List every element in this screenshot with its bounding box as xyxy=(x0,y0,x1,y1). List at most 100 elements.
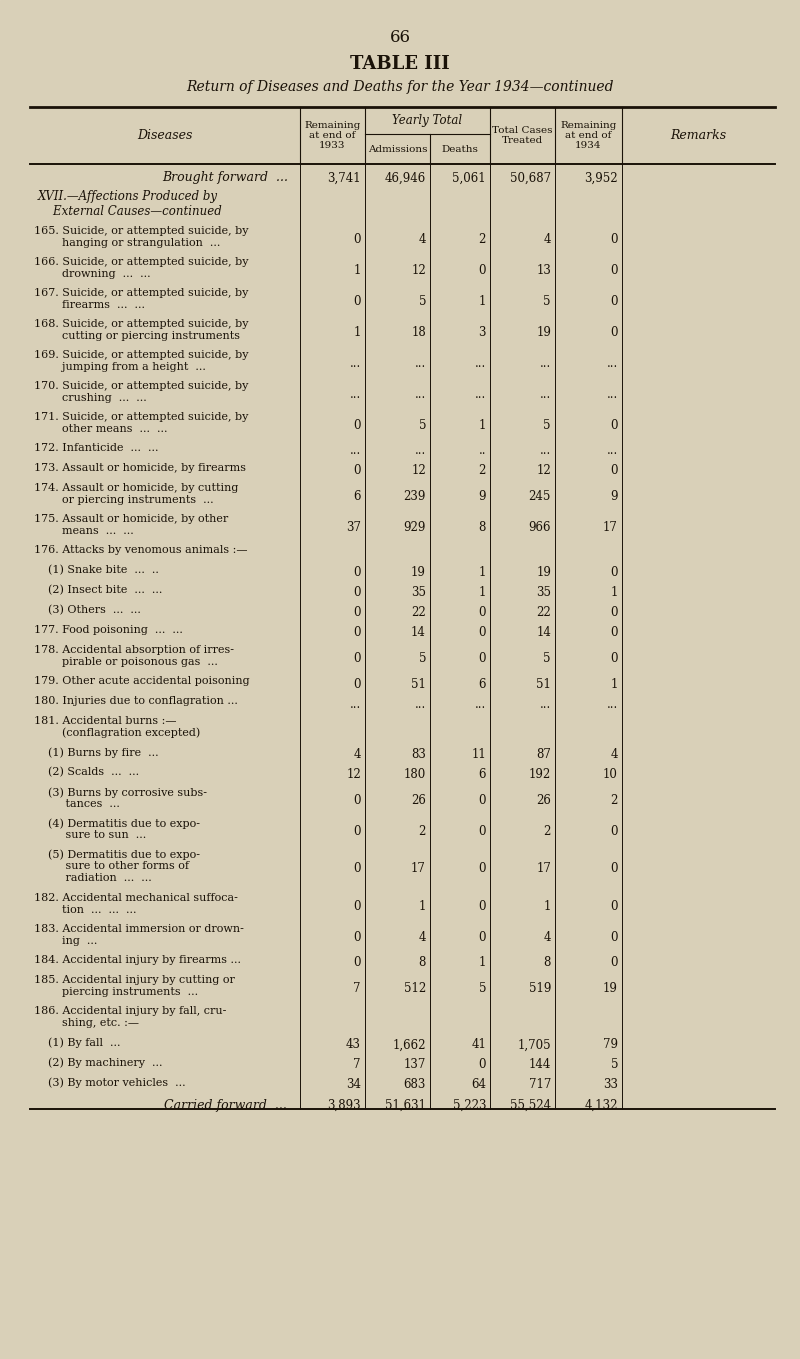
Text: 239: 239 xyxy=(404,491,426,503)
Text: ...: ... xyxy=(350,389,361,401)
Text: 2: 2 xyxy=(478,465,486,477)
Text: 0: 0 xyxy=(478,626,486,640)
Text: ...: ... xyxy=(606,697,618,711)
Text: 0: 0 xyxy=(610,652,618,665)
Text: 1: 1 xyxy=(354,264,361,277)
Text: (1) Snake bite  ...  ..: (1) Snake bite ... .. xyxy=(34,565,159,575)
Text: 0: 0 xyxy=(610,465,618,477)
Text: TABLE III: TABLE III xyxy=(350,54,450,73)
Text: 166. Suicide, or attempted suicide, by
        drowning  ...  ...: 166. Suicide, or attempted suicide, by d… xyxy=(34,257,249,279)
Text: 51: 51 xyxy=(536,678,551,690)
Text: 0: 0 xyxy=(354,678,361,690)
Text: 0: 0 xyxy=(354,419,361,432)
Text: 6: 6 xyxy=(478,678,486,690)
Text: 5,223: 5,223 xyxy=(453,1098,486,1112)
Text: ...: ... xyxy=(474,357,486,370)
Text: 0: 0 xyxy=(354,232,361,246)
Text: ...: ... xyxy=(606,389,618,401)
Text: 1: 1 xyxy=(478,295,486,308)
Text: 4,132: 4,132 xyxy=(585,1098,618,1112)
Text: 18: 18 xyxy=(411,326,426,338)
Text: 17: 17 xyxy=(411,863,426,875)
Text: 185. Accidental injury by cutting or
        piercing instruments  ...: 185. Accidental injury by cutting or pie… xyxy=(34,974,235,996)
Text: 1,705: 1,705 xyxy=(518,1038,551,1052)
Text: 172. Infanticide  ...  ...: 172. Infanticide ... ... xyxy=(34,443,158,453)
Text: (3) Others  ...  ...: (3) Others ... ... xyxy=(34,605,141,616)
Text: 2: 2 xyxy=(418,825,426,839)
Text: ...: ... xyxy=(350,357,361,370)
Text: 9: 9 xyxy=(478,491,486,503)
Text: 0: 0 xyxy=(610,326,618,338)
Text: 0: 0 xyxy=(610,419,618,432)
Text: 180: 180 xyxy=(404,768,426,781)
Text: 22: 22 xyxy=(411,606,426,620)
Text: ...: ... xyxy=(414,697,426,711)
Text: 5: 5 xyxy=(543,419,551,432)
Text: 41: 41 xyxy=(471,1038,486,1052)
Text: XVII.—Affections Produced by
    External Causes—continued: XVII.—Affections Produced by External Ca… xyxy=(38,190,222,217)
Text: 168. Suicide, or attempted suicide, by
        cutting or piercing instruments: 168. Suicide, or attempted suicide, by c… xyxy=(34,319,249,341)
Text: Remaining
at end of
1934: Remaining at end of 1934 xyxy=(560,121,617,151)
Text: 5,061: 5,061 xyxy=(452,171,486,185)
Text: 0: 0 xyxy=(610,957,618,969)
Text: 19: 19 xyxy=(603,983,618,995)
Text: Admissions: Admissions xyxy=(368,144,427,154)
Text: 22: 22 xyxy=(536,606,551,620)
Text: 9: 9 xyxy=(610,491,618,503)
Text: 26: 26 xyxy=(536,794,551,807)
Text: 35: 35 xyxy=(411,587,426,599)
Text: 1: 1 xyxy=(478,957,486,969)
Text: ...: ... xyxy=(474,389,486,401)
Text: ...: ... xyxy=(474,697,486,711)
Text: 2: 2 xyxy=(544,825,551,839)
Text: 183. Accidental immersion or drown-
        ing  ...: 183. Accidental immersion or drown- ing … xyxy=(34,924,244,946)
Text: 5: 5 xyxy=(610,1059,618,1071)
Text: 178. Accidental absorption of irres-
        pirable or poisonous gas  ...: 178. Accidental absorption of irres- pir… xyxy=(34,646,234,667)
Text: 0: 0 xyxy=(354,587,361,599)
Text: (1) By fall  ...: (1) By fall ... xyxy=(34,1037,121,1048)
Text: 4: 4 xyxy=(543,232,551,246)
Text: 14: 14 xyxy=(536,626,551,640)
Text: 19: 19 xyxy=(536,567,551,579)
Text: 167. Suicide, or attempted suicide, by
        firearms  ...  ...: 167. Suicide, or attempted suicide, by f… xyxy=(34,288,248,310)
Text: (3) By motor vehicles  ...: (3) By motor vehicles ... xyxy=(34,1076,186,1087)
Text: 173. Assault or homicide, by firearms: 173. Assault or homicide, by firearms xyxy=(34,463,246,473)
Text: 12: 12 xyxy=(346,768,361,781)
Text: 2: 2 xyxy=(610,794,618,807)
Text: 519: 519 xyxy=(529,983,551,995)
Text: 0: 0 xyxy=(610,626,618,640)
Text: 0: 0 xyxy=(610,264,618,277)
Text: 175. Assault or homicide, by other
        means  ...  ...: 175. Assault or homicide, by other means… xyxy=(34,514,228,535)
Text: 144: 144 xyxy=(529,1059,551,1071)
Text: 34: 34 xyxy=(346,1079,361,1091)
Text: 51: 51 xyxy=(411,678,426,690)
Text: ...: ... xyxy=(540,697,551,711)
Text: 1: 1 xyxy=(610,678,618,690)
Text: (2) Insect bite  ...  ...: (2) Insect bite ... ... xyxy=(34,584,162,595)
Text: 0: 0 xyxy=(354,794,361,807)
Text: 0: 0 xyxy=(354,652,361,665)
Text: 0: 0 xyxy=(478,652,486,665)
Text: 12: 12 xyxy=(536,465,551,477)
Text: ...: ... xyxy=(350,697,361,711)
Text: 19: 19 xyxy=(411,567,426,579)
Text: 5: 5 xyxy=(478,983,486,995)
Text: 17: 17 xyxy=(603,520,618,534)
Text: 0: 0 xyxy=(478,863,486,875)
Text: ..: .. xyxy=(478,444,486,458)
Text: 51,631: 51,631 xyxy=(385,1098,426,1112)
Text: 177. Food poisoning  ...  ...: 177. Food poisoning ... ... xyxy=(34,625,183,635)
Text: 1: 1 xyxy=(478,567,486,579)
Text: 186. Accidental injury by fall, cru-
        shing, etc. :—: 186. Accidental injury by fall, cru- shi… xyxy=(34,1006,226,1027)
Text: 0: 0 xyxy=(478,931,486,945)
Text: 2: 2 xyxy=(478,232,486,246)
Text: 8: 8 xyxy=(478,520,486,534)
Text: 717: 717 xyxy=(529,1079,551,1091)
Text: 5: 5 xyxy=(543,652,551,665)
Text: 1: 1 xyxy=(354,326,361,338)
Text: 929: 929 xyxy=(404,520,426,534)
Text: 0: 0 xyxy=(610,863,618,875)
Text: 0: 0 xyxy=(354,825,361,839)
Text: 0: 0 xyxy=(354,931,361,945)
Text: 8: 8 xyxy=(544,957,551,969)
